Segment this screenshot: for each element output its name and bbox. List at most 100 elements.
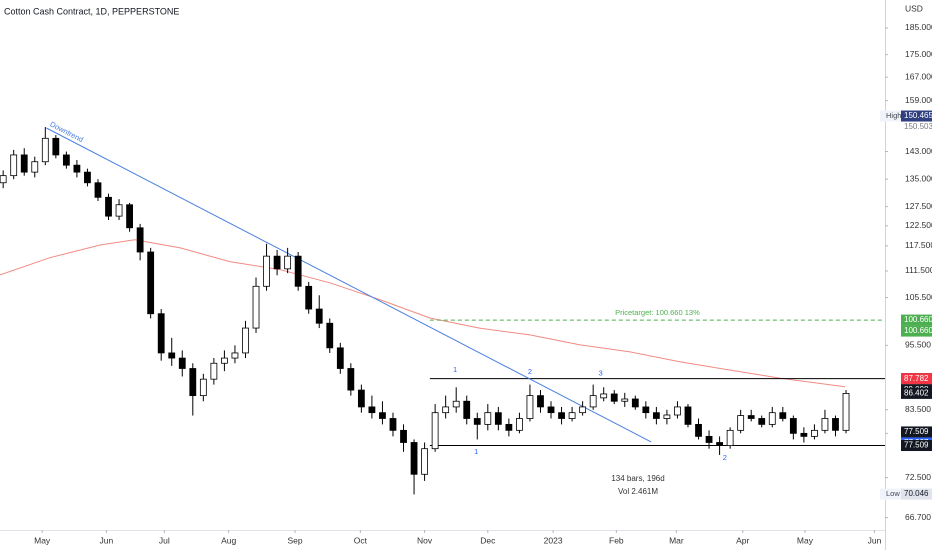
candle-body — [579, 406, 587, 414]
candle-body — [558, 412, 565, 419]
y-tick-label: 111.500 — [905, 265, 932, 275]
candle-body — [168, 352, 176, 359]
candle-body — [157, 313, 165, 354]
badge-tag: Low — [886, 489, 900, 498]
annotation: 2 — [723, 453, 727, 462]
price-badge-label: 150.465 — [904, 111, 932, 120]
candle-body — [136, 227, 144, 253]
candle-body — [526, 395, 534, 419]
badge-tag: High — [886, 111, 901, 120]
candle-body — [652, 412, 660, 419]
candle-body — [263, 255, 270, 287]
price-badge-label: 87.782 — [904, 374, 929, 383]
y-tick-label: 105.500 — [905, 292, 932, 302]
x-tick-label: 2023 — [544, 535, 563, 545]
candle-body — [73, 164, 81, 173]
candle-body — [242, 327, 249, 354]
x-tick-label: Jun — [100, 535, 114, 545]
annotation: 2 — [528, 367, 532, 376]
y-tick-label: 135.000 — [905, 173, 932, 183]
candle-body — [768, 412, 776, 425]
y-tick-label: 66.700 — [905, 512, 931, 522]
price-badge-label: 100.660 — [904, 315, 932, 324]
candle-body — [663, 414, 671, 419]
candle-body — [621, 398, 629, 402]
candle-body — [10, 154, 18, 177]
chart-title: Cotton Cash Contract, 1D, PEPPERSTONE — [4, 6, 179, 16]
candle-body — [20, 154, 28, 173]
candle-body — [336, 347, 344, 369]
candle-body — [62, 154, 70, 166]
candle-body — [684, 406, 692, 425]
price-badge — [901, 488, 932, 500]
candle-body — [758, 418, 766, 425]
candle-body — [610, 393, 618, 402]
candle-body — [31, 161, 39, 173]
candle-body — [779, 412, 787, 419]
candle-body — [505, 423, 513, 431]
candle-body — [568, 412, 576, 419]
candle-body — [400, 429, 407, 443]
candle-body — [41, 137, 49, 163]
candle-body — [705, 435, 713, 443]
candle-body — [199, 378, 207, 397]
x-tick-label: May — [797, 535, 814, 545]
price-badge-label: 70.046 — [904, 489, 929, 498]
moving-average — [0, 239, 846, 388]
candle-body — [273, 255, 281, 270]
candle-body — [737, 415, 745, 431]
candle-body — [674, 406, 681, 416]
y-tick-label: 95.500 — [905, 340, 931, 350]
candle-body — [84, 171, 91, 184]
candle-body — [789, 418, 797, 434]
y-tick-label: 175.000 — [905, 49, 932, 59]
price-badge-label: 77.509 — [904, 441, 929, 450]
volume-stats: Vol 2.461M — [618, 487, 658, 496]
candle-body — [284, 255, 292, 270]
candle-body — [389, 418, 397, 431]
x-tick-label: Nov — [417, 535, 433, 545]
candle-body — [494, 412, 502, 425]
y-tick-label: 72.500 — [905, 472, 931, 482]
annotation: 1 — [474, 447, 478, 456]
candle-body — [832, 418, 839, 431]
x-tick-label: Dec — [480, 535, 496, 545]
candle-body — [357, 389, 365, 408]
x-tick-label: Jun — [868, 535, 882, 545]
candle-body — [368, 406, 376, 414]
candle-body — [221, 357, 228, 364]
y-tick-label: 127.500 — [905, 201, 932, 211]
candle-body — [421, 448, 428, 475]
y-tick-label: 143.000 — [905, 146, 932, 156]
candle-body — [631, 398, 639, 408]
candle-body — [516, 418, 523, 431]
candle-body — [452, 400, 460, 408]
x-tick-label: Sep — [287, 535, 302, 545]
candle-body — [115, 204, 123, 217]
candle-body — [178, 357, 186, 369]
candle-body — [410, 442, 418, 475]
candle-body — [294, 255, 302, 287]
trendline — [46, 127, 652, 443]
candle-body — [484, 412, 492, 425]
candle-body — [347, 368, 355, 391]
annotation: 3 — [598, 368, 602, 377]
price-badge — [901, 325, 932, 337]
candle-body — [589, 395, 597, 408]
y-tick-label: 83.500 — [905, 404, 931, 414]
badge-tag-bg — [880, 488, 901, 500]
candle-body — [473, 418, 481, 425]
price-badge-label: 100.660 — [904, 326, 932, 335]
price-badge — [901, 387, 932, 399]
candle-body — [442, 406, 450, 414]
x-tick-label: May — [34, 535, 51, 545]
candle-body — [431, 412, 439, 450]
x-tick-label: Aug — [221, 535, 236, 545]
price-badge — [901, 426, 932, 438]
candle-body — [600, 393, 608, 399]
x-tick-label: Oct — [354, 535, 368, 545]
price-badge-label: 77.509 — [904, 427, 929, 436]
candle-body — [463, 400, 471, 419]
